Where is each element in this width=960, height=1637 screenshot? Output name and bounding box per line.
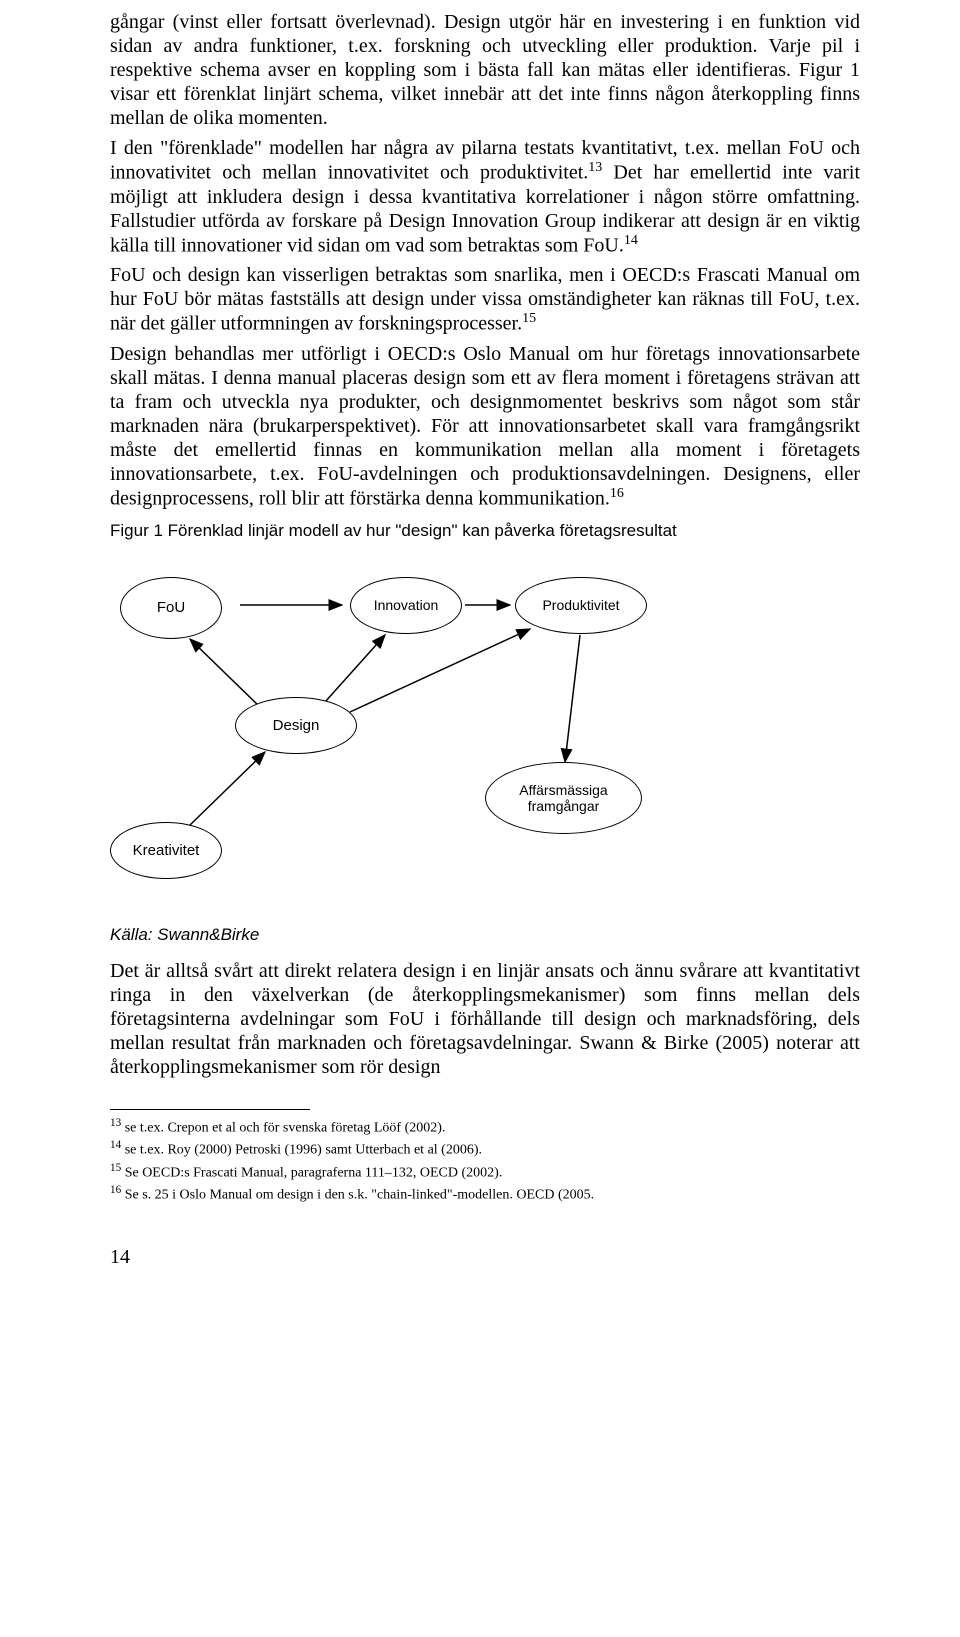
- paragraph-2: I den "förenklade" modellen har några av…: [110, 136, 860, 257]
- footnote-13: 13 se t.ex. Crepon et al och för svenska…: [110, 1116, 860, 1139]
- footnote-15: 15 Se OECD:s Frascati Manual, paragrafer…: [110, 1161, 860, 1184]
- paragraph-3: FoU och design kan visserligen betraktas…: [110, 263, 860, 336]
- node-kreativ: Kreativitet: [110, 822, 222, 879]
- footnote-num-16: 16: [110, 1184, 121, 1196]
- footnote-14: 14 se t.ex. Roy (2000) Petroski (1996) s…: [110, 1138, 860, 1161]
- node-prod: Produktivitet: [515, 577, 647, 634]
- page-number: 14: [110, 1246, 860, 1269]
- figure-diagram: FoU Innovation Produktivitet Design Affärsmä…: [110, 547, 710, 917]
- footnote-num-13: 13: [110, 1117, 121, 1129]
- paragraph-5: Det är alltså svårt att direkt relatera …: [110, 959, 860, 1079]
- paragraph-3a: FoU och design kan visserligen betraktas…: [110, 264, 860, 335]
- node-design: Design: [235, 697, 357, 754]
- page: gångar (vinst eller fortsatt överlevnad)…: [0, 0, 960, 1637]
- footnote-ref-16: 16: [610, 486, 624, 501]
- footnote-text-15: Se OECD:s Frascati Manual, paragraferna …: [121, 1165, 502, 1180]
- footnote-text-16: Se s. 25 i Oslo Manual om design i den s…: [121, 1188, 594, 1203]
- figure-source: Källa: Swann&Birke: [110, 925, 860, 945]
- footnote-ref-13: 13: [588, 160, 602, 175]
- footnote-ref-15: 15: [522, 311, 536, 326]
- edge-design-prod: [350, 629, 530, 712]
- footnote-text-13: se t.ex. Crepon et al och för svenska fö…: [121, 1120, 445, 1135]
- node-aff: Affärsmässiga framgångar: [485, 762, 642, 834]
- node-innovation: Innovation: [350, 577, 462, 634]
- footnote-rule: [110, 1109, 310, 1110]
- footnote-ref-14: 14: [624, 233, 638, 248]
- footnote-num-15: 15: [110, 1162, 121, 1174]
- footnotes: 13 se t.ex. Crepon et al och för svenska…: [110, 1116, 860, 1206]
- edge-design-fou: [190, 639, 260, 707]
- footnote-num-14: 14: [110, 1139, 121, 1151]
- body-text-block-2: Det är alltså svårt att direkt relatera …: [110, 959, 860, 1079]
- footnote-text-14: se t.ex. Roy (2000) Petroski (1996) samt…: [121, 1143, 482, 1158]
- edge-design-innovation: [325, 635, 385, 702]
- figure-caption: Figur 1 Förenklad linjär modell av hur "…: [110, 521, 860, 541]
- body-text-block: gångar (vinst eller fortsatt överlevnad)…: [110, 10, 860, 511]
- edge-prod-aff: [565, 635, 580, 762]
- paragraph-1: gångar (vinst eller fortsatt överlevnad)…: [110, 10, 860, 130]
- footnote-16: 16 Se s. 25 i Oslo Manual om design i de…: [110, 1183, 860, 1206]
- paragraph-4a: Design behandlas mer utförligt i OECD:s …: [110, 343, 860, 510]
- edge-kreativ-design: [190, 752, 265, 825]
- node-fou: FoU: [120, 577, 222, 639]
- paragraph-4: Design behandlas mer utförligt i OECD:s …: [110, 342, 860, 511]
